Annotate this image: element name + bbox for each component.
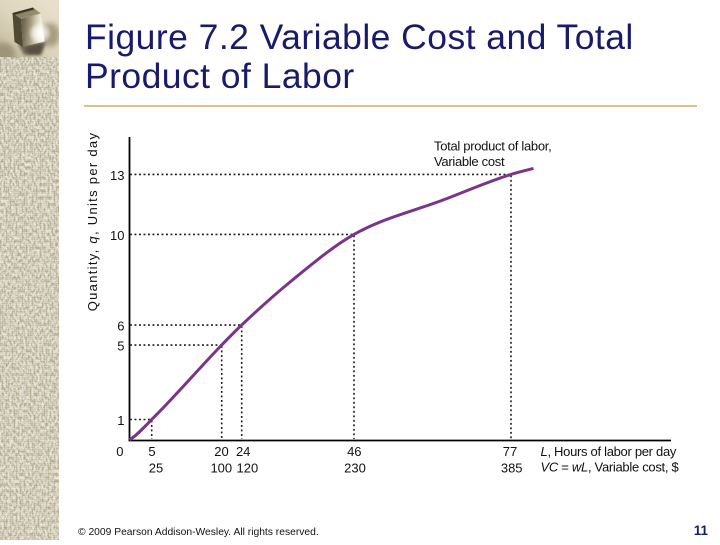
svg-text:385: 385: [501, 461, 523, 476]
svg-text:20: 20: [214, 444, 228, 459]
svg-text:Total product of labor,: Total product of labor,: [434, 138, 551, 153]
svg-text:Quantity, q, Units per day: Quantity, q, Units per day: [85, 132, 100, 312]
svg-text:L, Hours of labor per day: L, Hours of labor per day: [541, 444, 677, 459]
svg-text:77: 77: [503, 444, 517, 459]
svg-text:1: 1: [117, 413, 124, 428]
svg-text:120: 120: [237, 461, 259, 476]
svg-text:Variable cost: Variable cost: [434, 154, 505, 169]
svg-text:6: 6: [117, 319, 124, 334]
svg-text:13: 13: [110, 168, 124, 183]
svg-text:0: 0: [116, 444, 123, 459]
svg-text:100: 100: [210, 461, 232, 476]
svg-text:5: 5: [148, 444, 155, 459]
svg-text:VC = wL, Variable cost, $: VC = wL, Variable cost, $: [541, 459, 680, 474]
svg-text:230: 230: [344, 461, 366, 476]
svg-text:5: 5: [117, 339, 124, 354]
svg-text:46: 46: [347, 444, 361, 459]
svg-text:10: 10: [110, 228, 124, 243]
svg-text:25: 25: [149, 461, 163, 476]
svg-text:24: 24: [236, 444, 250, 459]
